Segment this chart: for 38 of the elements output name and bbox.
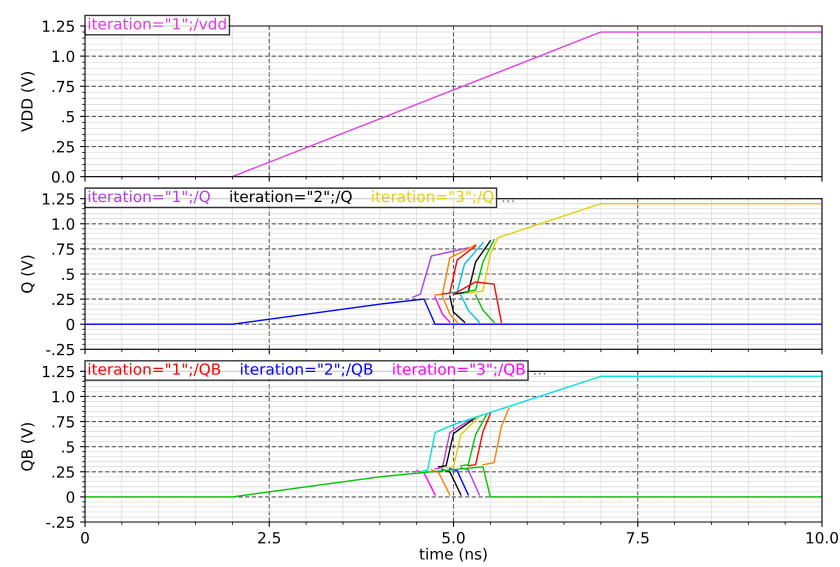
y-tick-label: 1.25	[42, 366, 74, 378]
y-tick-label: .25	[52, 141, 74, 153]
y-tick-label: 1.25	[42, 193, 74, 205]
x-tick-label: 5.0	[442, 532, 465, 544]
text: iteration="2";/Q	[230, 190, 352, 204]
y-tick-label: 0	[66, 318, 74, 330]
y-tick-label: .75	[52, 80, 74, 92]
y-tick-label: .5	[62, 441, 74, 453]
y-tick-label: 0	[66, 491, 74, 503]
y-tick-label: -.25	[46, 344, 74, 356]
x-tick-label: 2.5	[258, 532, 280, 544]
text: iteration="1";/vdd	[88, 18, 226, 32]
y-tick-label: -.25	[46, 516, 74, 528]
text: iteration="2";/QB	[240, 363, 372, 377]
text: iteration="3";/QB	[393, 363, 525, 377]
text: iteration="3";/Q	[372, 190, 494, 204]
text: iteration="1";/Q	[88, 190, 210, 204]
x-tick-label: 10.0	[806, 532, 838, 544]
annotation: ...	[502, 200, 514, 202]
y-tick-label: .75	[52, 244, 74, 255]
x-axis-title: time (ns)	[419, 548, 487, 562]
y-tick-label: .5	[62, 268, 74, 280]
y-axis-title: Q (V)	[20, 256, 35, 293]
y-tick-label: .25	[52, 294, 74, 306]
y-axis-title: QB (V)	[20, 423, 35, 471]
y-tick-label: 1.0	[52, 218, 74, 230]
y-axis-title: VDD (V)	[20, 72, 35, 132]
y-tick-label: 1.0	[52, 50, 74, 62]
y-tick-label: .75	[52, 416, 74, 428]
x-tick-label: 7.5	[626, 532, 649, 544]
y-tick-label: .25	[52, 466, 74, 478]
y-tick-label: 1.0	[52, 390, 74, 402]
y-tick-label: 0.0	[52, 171, 74, 183]
y-tick-label: 1.25	[42, 20, 74, 32]
annotation: ...	[534, 372, 546, 375]
text: iteration="1";/QB	[88, 363, 220, 377]
y-tick-label: .5	[62, 111, 74, 122]
x-tick-label: 0	[81, 532, 89, 544]
